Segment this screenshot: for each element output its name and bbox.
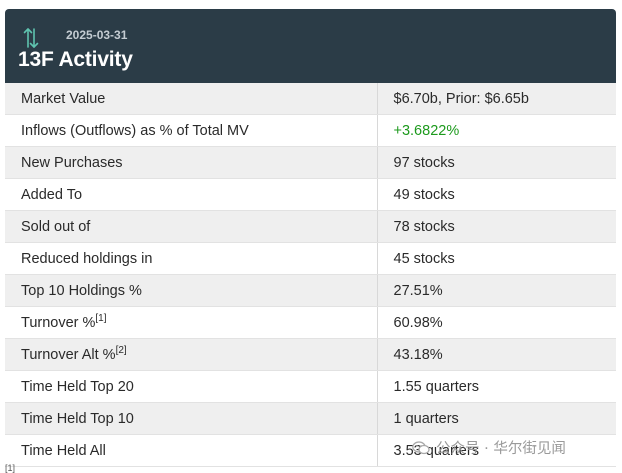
13f-activity-card: 2025-03-31 13F Activity Market Value $6.… — [5, 9, 616, 467]
row-label: Time Held Top 10 — [5, 402, 378, 435]
row-label: Market Value — [5, 83, 378, 115]
row-value: 1.55 quarters — [377, 370, 616, 403]
row-value: 27.51% — [377, 274, 616, 307]
row-value: 97 stocks — [377, 146, 616, 179]
row-label: Inflows (Outflows) as % of Total MV — [5, 114, 378, 147]
activity-table: Market Value $6.70b, Prior: $6.65b Inflo… — [5, 83, 616, 467]
row-label: Time Held Top 20 — [5, 370, 378, 403]
footnote-marker: [1] — [5, 463, 16, 473]
row-label: New Purchases — [5, 146, 378, 179]
table-row: Time Held All 3.53 quarters — [5, 434, 616, 467]
row-value: 78 stocks — [377, 210, 616, 243]
wechat-icon — [412, 440, 430, 454]
row-value: 3.53 quarters — [377, 434, 616, 467]
row-value: $6.70b, Prior: $6.65b — [377, 83, 616, 115]
card-title: 13F Activity — [18, 48, 133, 71]
row-value: +3.6822% — [377, 114, 616, 147]
row-value: 49 stocks — [377, 178, 616, 211]
table-row: Time Held Top 10 1 quarters — [5, 402, 616, 435]
table-row: Inflows (Outflows) as % of Total MV +3.6… — [5, 114, 616, 147]
report-date: 2025-03-31 — [66, 28, 128, 42]
table-row: Added To 49 stocks — [5, 178, 616, 211]
table-row: Time Held Top 20 1.55 quarters — [5, 370, 616, 403]
table-row: Turnover %[1] 60.98% — [5, 306, 616, 339]
row-label: Added To — [5, 178, 378, 211]
card-header: 2025-03-31 13F Activity — [5, 9, 616, 83]
row-label: Time Held All — [5, 434, 378, 467]
row-value: 43.18% — [377, 338, 616, 371]
table-row: New Purchases 97 stocks — [5, 146, 616, 179]
footnote-ref-link[interactable]: [2] — [115, 344, 127, 356]
row-label: Turnover %[1] — [5, 306, 378, 339]
row-value: 45 stocks — [377, 242, 616, 275]
watermark-text: 公众号 · 华尔街见闻 — [436, 441, 566, 457]
row-label: Reduced holdings in — [5, 242, 378, 275]
table-row: Reduced holdings in 45 stocks — [5, 242, 616, 275]
footnote-ref-link[interactable]: [1] — [95, 312, 107, 324]
row-label: Turnover Alt %[2] — [5, 338, 378, 371]
table-row: Market Value $6.70b, Prior: $6.65b — [5, 83, 616, 115]
up-down-arrows-icon — [23, 28, 39, 48]
table-row: Top 10 Holdings % 27.51% — [5, 274, 616, 307]
row-value: 60.98% — [377, 306, 616, 339]
watermark: 公众号 · 华尔街见闻 — [412, 437, 566, 458]
table-row: Turnover Alt %[2] 43.18% — [5, 338, 616, 371]
row-label: Top 10 Holdings % — [5, 274, 378, 307]
row-value: 1 quarters — [377, 402, 616, 435]
row-label: Sold out of — [5, 210, 378, 243]
table-row: Sold out of 78 stocks — [5, 210, 616, 243]
